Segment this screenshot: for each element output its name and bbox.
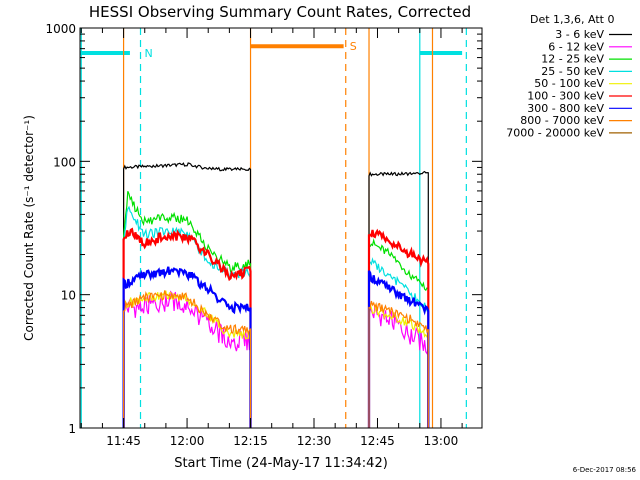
series-line [122,266,252,428]
x-axis-label: Start Time (24-May-17 11:34:42) [174,456,388,471]
chart-title: HESSI Observing Summary Count Rates, Cor… [89,3,471,21]
series-line [367,270,430,428]
series-line [367,228,430,428]
series-line [122,205,252,428]
legend-label: 12 - 25 keV [541,53,604,66]
legend-label: 100 - 300 keV [527,90,604,103]
series-line [122,162,252,428]
y-axis-label: Corrected Count Rate (s⁻¹ detector⁻¹) [22,115,36,341]
plot-frame [79,27,483,429]
series-line [122,227,252,428]
series-line [368,238,429,428]
legend-label: 7000 - 20000 keV [506,126,604,139]
flag-label: N [145,47,153,60]
series-line [368,257,429,428]
y-tick-label: 10 [61,289,76,303]
y-tick-label: 100 [53,155,76,169]
series-line [368,302,429,428]
x-tick-label: 13:00 [424,434,459,448]
x-tick-label: 12:00 [170,434,205,448]
series-line [368,300,429,428]
x-tick-label: 11:45 [106,434,141,448]
legend-label: 50 - 100 keV [534,77,604,90]
legend-label: 6 - 12 keV [548,40,604,53]
legend-label: 25 - 50 keV [541,65,604,78]
flag-label: S [350,40,357,53]
series-line [122,290,252,428]
x-tick-label: 12:15 [233,434,268,448]
generation-timestamp: 6-Dec-2017 08:56 [572,466,636,474]
series-line [122,290,252,428]
x-tick-label: 12:45 [360,434,395,448]
series-line [368,170,429,428]
legend-label: 800 - 7000 keV [520,114,604,127]
y-tick-label: 1000 [45,22,76,36]
x-tick-label: 12:30 [297,434,332,448]
y-tick-label: 1 [68,422,76,436]
legend-title: Det 1,3,6, Att 0 [530,13,615,26]
legend-label: 300 - 800 keV [527,102,604,115]
series-line [122,191,252,428]
legend-label: 3 - 6 keV [555,28,604,41]
